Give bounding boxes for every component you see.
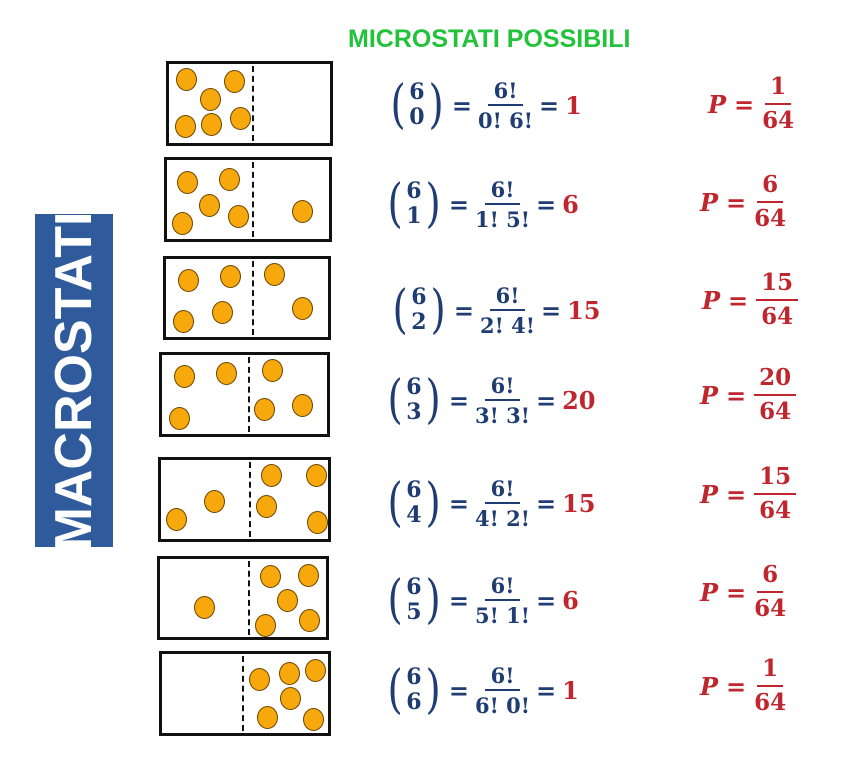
particle [228, 205, 249, 228]
particle [178, 269, 199, 292]
particle [172, 212, 193, 235]
particle [306, 464, 327, 487]
box-divider [242, 656, 244, 731]
particle [256, 495, 277, 518]
particle [200, 88, 221, 111]
macrostate-box-6 [159, 651, 331, 736]
macrostate-box-2 [163, 256, 331, 340]
particle [307, 511, 328, 534]
probability-row-3: P = 20 64 [700, 363, 797, 427]
macrostati-banner: MACROSTATI [35, 211, 113, 550]
particle [264, 263, 285, 286]
particle [254, 398, 275, 421]
probability-row-2: P = 15 64 [702, 268, 799, 332]
probability-row-0: P = 1 64 [708, 73, 795, 134]
macrostate-box-1 [164, 157, 332, 242]
microstate-count: 20 [562, 385, 596, 415]
probability-row-4: P = 15 64 [700, 462, 797, 526]
particle [166, 508, 187, 531]
particle [292, 200, 313, 223]
macrostate-box-0 [166, 61, 333, 146]
macrostate-box-4 [158, 457, 331, 542]
microstate-count: 6 [562, 189, 579, 219]
box-divider [248, 561, 250, 635]
particle [173, 310, 194, 333]
factorial-fraction: 6! 2! 4! [480, 282, 535, 338]
particle [292, 394, 313, 417]
particle [261, 464, 282, 487]
particle [303, 708, 324, 731]
particle [176, 68, 197, 91]
microstate-count: 6 [562, 585, 579, 615]
box-divider [252, 66, 254, 141]
particle [299, 609, 320, 632]
macrostate-box-5 [157, 556, 329, 640]
particle [204, 490, 225, 513]
macrostate-box-3 [159, 352, 330, 437]
particle [292, 297, 313, 320]
particle [280, 687, 301, 710]
particle [277, 589, 298, 612]
probability-row-6: P = 1 64 [700, 655, 787, 716]
diagram-title: MICROSTATI POSSIBILI [348, 25, 631, 53]
particle [212, 301, 233, 324]
particle [257, 706, 278, 729]
microstate-count: 1 [565, 90, 582, 120]
microstate-count: 1 [562, 675, 579, 705]
particle [224, 70, 245, 93]
box-divider [248, 357, 250, 432]
probability-row-1: P = 6 64 [700, 171, 787, 232]
macrostati-label: MACROSTATI [45, 211, 103, 550]
particle [175, 115, 196, 138]
factorial-fraction: 6! 6! 0! [475, 662, 530, 718]
particle [255, 614, 276, 637]
particle [305, 659, 326, 682]
factorial-fraction: 6! 0! 6! [478, 77, 533, 133]
particle [216, 362, 237, 385]
particle [230, 107, 251, 130]
particle [279, 662, 300, 685]
particle [249, 668, 270, 691]
probability-row-5: P = 6 64 [700, 561, 787, 622]
particle [174, 365, 195, 388]
factorial-fraction: 6! 1! 5! [475, 176, 530, 232]
particle [298, 564, 319, 587]
particle [199, 194, 220, 217]
particle [169, 407, 190, 430]
particle [260, 565, 281, 588]
microstate-count: 15 [562, 488, 596, 518]
particle [219, 168, 240, 191]
box-divider [249, 462, 251, 537]
particle [220, 265, 241, 288]
box-divider [252, 261, 254, 335]
particle [177, 171, 198, 194]
particle [262, 359, 283, 382]
particle [201, 113, 222, 136]
factorial-fraction: 6! 5! 1! [475, 572, 530, 628]
particle [194, 596, 215, 619]
factorial-fraction: 6! 4! 2! [475, 475, 530, 531]
box-divider [252, 162, 254, 237]
microstate-count: 15 [567, 295, 601, 325]
factorial-fraction: 6! 3! 3! [475, 372, 530, 428]
